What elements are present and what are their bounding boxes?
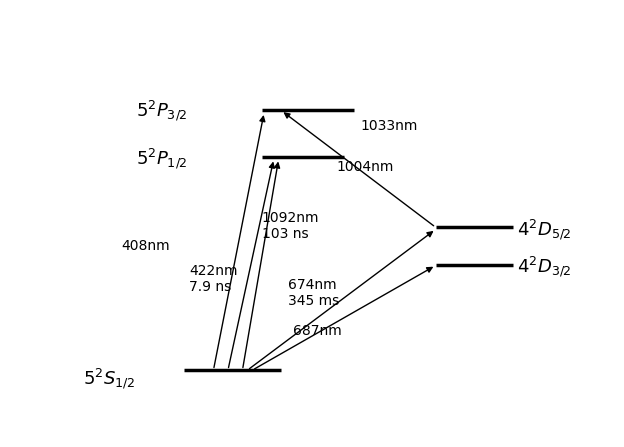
- Text: $4^2D_{3/2}$: $4^2D_{3/2}$: [517, 255, 572, 279]
- Text: 1092nm
103 ns: 1092nm 103 ns: [262, 211, 319, 241]
- Text: $5^2P_{3/2}$: $5^2P_{3/2}$: [136, 98, 188, 123]
- Text: 1033nm: 1033nm: [361, 119, 418, 133]
- Text: $5^2S_{1/2}$: $5^2S_{1/2}$: [83, 366, 135, 391]
- Text: 687nm: 687nm: [293, 324, 342, 338]
- Text: 408nm: 408nm: [122, 240, 170, 253]
- Text: 674nm
345 ms: 674nm 345 ms: [288, 278, 339, 308]
- Text: 422nm
7.9 ns: 422nm 7.9 ns: [189, 264, 238, 294]
- Text: 1004nm: 1004nm: [337, 160, 394, 174]
- Text: $4^2D_{5/2}$: $4^2D_{5/2}$: [517, 217, 572, 241]
- Text: $5^2P_{1/2}$: $5^2P_{1/2}$: [136, 146, 188, 171]
